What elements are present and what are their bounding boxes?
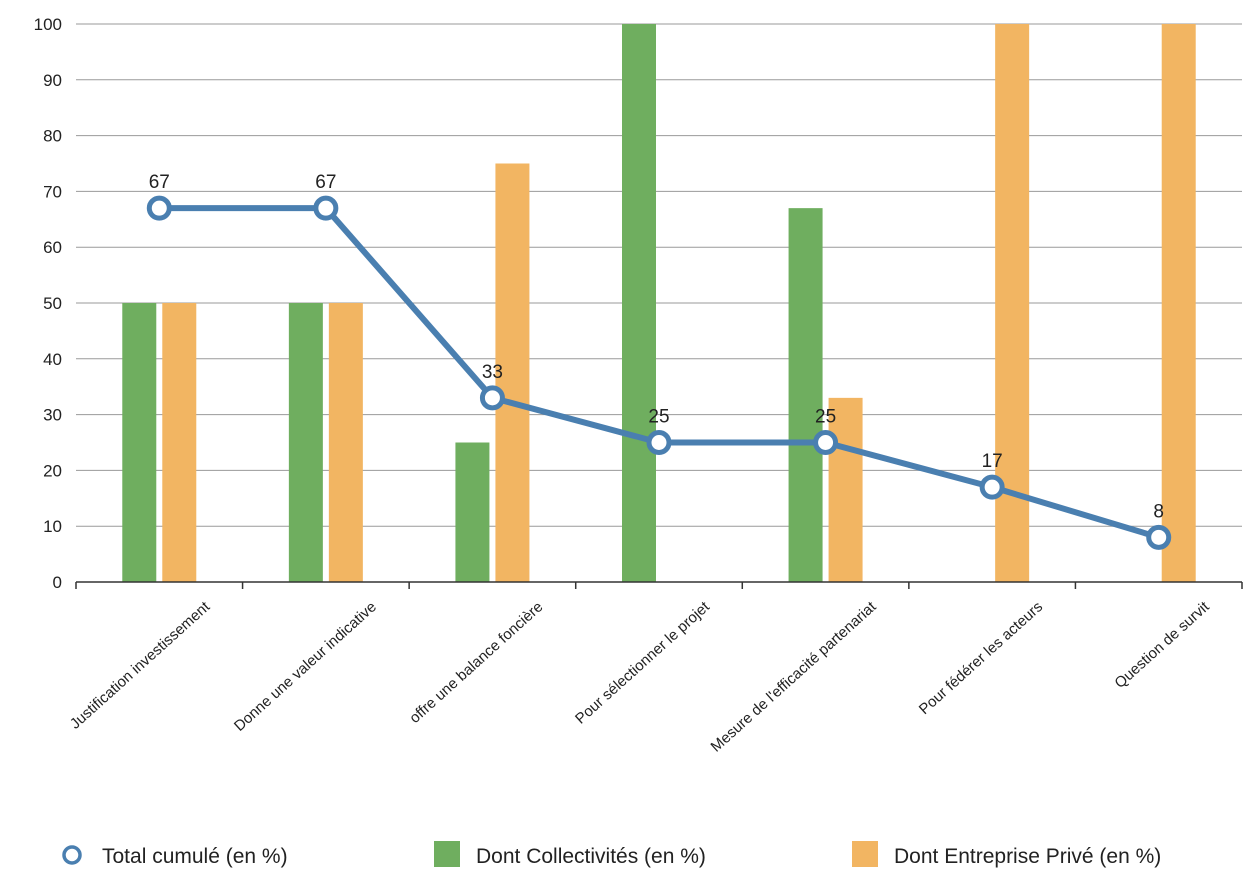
category-label: Mesure de l'efficacité partenariat	[708, 598, 881, 756]
y-tick-label: 40	[43, 350, 62, 369]
gridlines	[76, 23, 1242, 527]
total-point	[813, 430, 839, 455]
bar-entreprise	[828, 397, 863, 582]
y-tick-label: 0	[53, 573, 62, 592]
y-tick-label: 30	[43, 406, 62, 425]
category-label: Donne une valeur indicative	[231, 598, 380, 735]
bar-collectivites	[122, 303, 157, 582]
bar-collectivites	[455, 442, 490, 582]
total-data-label: 67	[149, 172, 170, 193]
total-point	[146, 195, 172, 221]
total-data-label: 17	[982, 451, 1003, 472]
y-tick-label: 90	[43, 71, 62, 90]
legend-swatch-collectivites	[434, 841, 460, 867]
total-data-label: 25	[815, 407, 836, 428]
total-data-label: 8	[1153, 501, 1164, 522]
category-label: Question de survit	[1111, 598, 1213, 692]
total-data-label: 25	[648, 407, 669, 428]
category-label: Pour sélectionner le projet	[572, 598, 713, 728]
legend-label: Dont Collectivités (en %)	[476, 845, 706, 868]
total-point	[479, 385, 505, 411]
bar-collectivites	[288, 303, 323, 582]
total-point	[646, 430, 672, 455]
bar-entreprise	[1161, 24, 1196, 582]
total-point	[313, 195, 339, 221]
bar-collectivites	[622, 24, 656, 582]
category-labels: Justification investissement Donne une va…	[67, 598, 1213, 756]
legend-marker-total	[62, 845, 82, 865]
total-line: 67 67 33 25 25 17 8	[146, 172, 1172, 550]
y-tick-label: 50	[43, 294, 62, 313]
bar-entreprise	[495, 163, 530, 582]
bar-entreprise	[162, 303, 197, 582]
total-point	[1146, 524, 1172, 550]
y-tick-label: 70	[43, 182, 62, 201]
y-axis-ticks: 0 10 20 30 40 50 60 70 80 90 100	[34, 15, 62, 592]
category-label: offre une balance foncière	[406, 598, 546, 727]
total-data-label: 67	[315, 172, 336, 193]
y-tick-label: 20	[43, 461, 62, 480]
bar-entreprise	[328, 303, 363, 582]
y-tick-label: 60	[43, 238, 62, 257]
category-label: Pour fédérer les acteurs	[916, 598, 1046, 718]
total-data-label: 33	[482, 362, 503, 383]
y-tick-label: 100	[34, 15, 62, 34]
legend-label: Dont Entreprise Privé (en %)	[894, 845, 1161, 868]
category-label: Justification investissement	[67, 598, 214, 733]
y-tick-label: 80	[43, 127, 62, 146]
y-tick-label: 10	[43, 517, 62, 536]
total-point	[979, 474, 1005, 500]
x-axis	[75, 581, 1243, 589]
legend-swatch-entreprise	[852, 841, 878, 867]
bar-collectivites	[788, 208, 823, 582]
legend: Total cumulé (en %) Dont Collectivités (e…	[62, 841, 1161, 868]
legend-label: Total cumulé (en %)	[102, 845, 288, 868]
